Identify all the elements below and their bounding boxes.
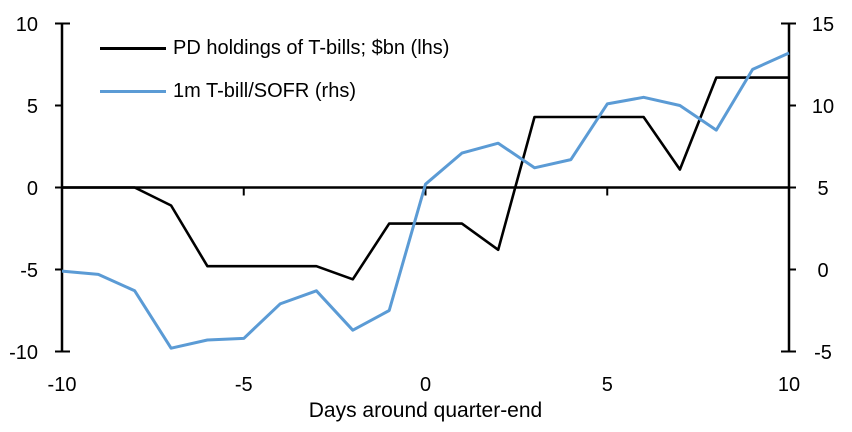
legend: PD holdings of T-bills; $bn (lhs) 1m T-b… — [100, 35, 449, 121]
left-axis-tick-label: 0 — [26, 177, 38, 200]
right-axis-tick-label: 10 — [811, 95, 835, 118]
tbill-sofr-line-swatch — [100, 89, 166, 93]
tbill-sofr-line — [61, 51, 790, 350]
x-axis-tick-label: -10 — [47, 374, 77, 396]
right-axis-tick-label: 5 — [817, 177, 829, 200]
legend-label-pd-holdings: PD holdings of T-bills; $bn (lhs) — [173, 37, 450, 59]
right-axis-tick-label: -5 — [814, 341, 832, 364]
left-axis-tick-label: 5 — [26, 95, 38, 118]
pd-holdings-line — [62, 76, 789, 281]
legend-item-tbill-sofr: 1m T-bill/SOFR (rhs) — [100, 78, 449, 104]
x-axis-tick-label: 5 — [601, 374, 613, 396]
left-axis-tick-label: -10 — [9, 341, 38, 364]
x-axis-tick-label: -5 — [234, 374, 253, 396]
x-axis-title: Days around quarter-end — [308, 399, 543, 422]
x-axis-tick-label: 10 — [777, 374, 801, 396]
left-axis-tick-label: -5 — [20, 259, 38, 282]
pd-holdings-line-swatch — [100, 46, 166, 50]
left-axis-tick-label: 10 — [15, 13, 38, 36]
right-axis-tick-label: 15 — [811, 13, 835, 36]
legend-item-pd-holdings: PD holdings of T-bills; $bn (lhs) — [100, 35, 449, 61]
right-axis-tick-label: 0 — [817, 259, 829, 282]
x-axis-tick-label: 0 — [419, 374, 432, 396]
legend-label-tbill-sofr: 1m T-bill/SOFR (rhs) — [173, 80, 356, 102]
